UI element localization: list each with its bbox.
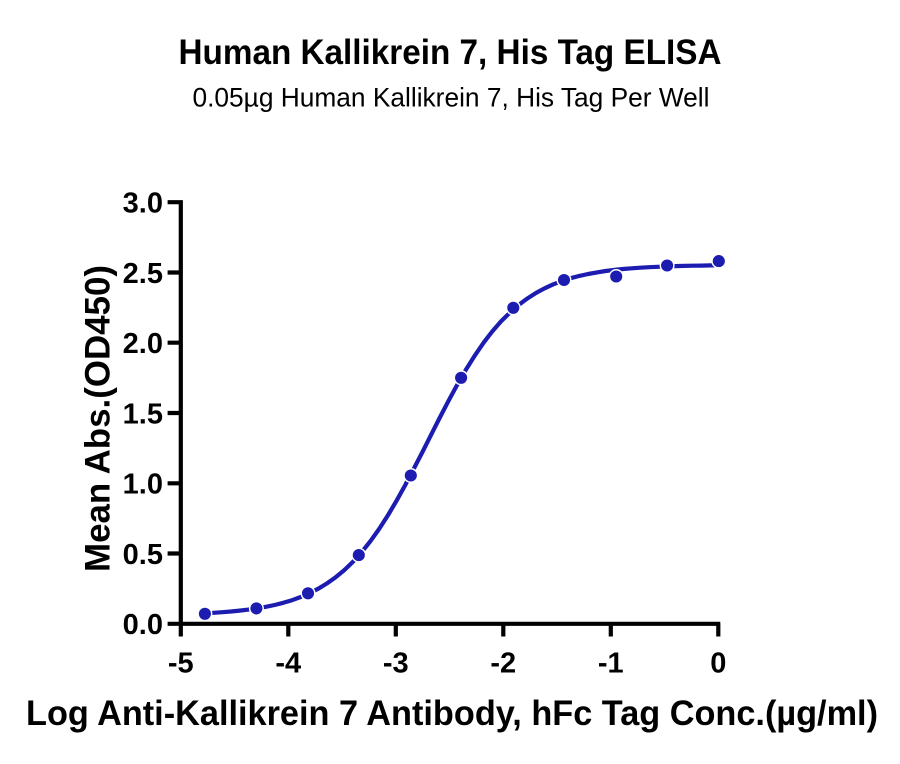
svg-text:1.0: 1.0 <box>123 469 163 501</box>
svg-text:Log Anti-Kallikrein 7 Antibody: Log Anti-Kallikrein 7 Antibody, hFc Tag … <box>26 694 878 733</box>
svg-text:3.0: 3.0 <box>123 188 163 220</box>
svg-text:2.0: 2.0 <box>123 328 163 360</box>
svg-text:-4: -4 <box>275 648 301 680</box>
svg-text:0.0: 0.0 <box>123 609 163 641</box>
svg-text:-1: -1 <box>598 648 624 680</box>
svg-text:-5: -5 <box>168 648 194 680</box>
svg-text:0: 0 <box>710 648 726 680</box>
svg-text:-2: -2 <box>490 648 516 680</box>
svg-text:0.5: 0.5 <box>123 539 163 571</box>
svg-text:0.05µg Human Kallikrein 7, His: 0.05µg Human Kallikrein 7, His Tag Per W… <box>193 83 710 113</box>
svg-text:2.5: 2.5 <box>123 258 163 290</box>
svg-text:1.5: 1.5 <box>123 398 163 430</box>
svg-text:Human Kallikrein 7, His Tag EL: Human Kallikrein 7, His Tag ELISA <box>179 33 722 72</box>
svg-text:Mean Abs.(OD450): Mean Abs.(OD450) <box>79 265 118 572</box>
svg-text:-3: -3 <box>383 648 409 680</box>
